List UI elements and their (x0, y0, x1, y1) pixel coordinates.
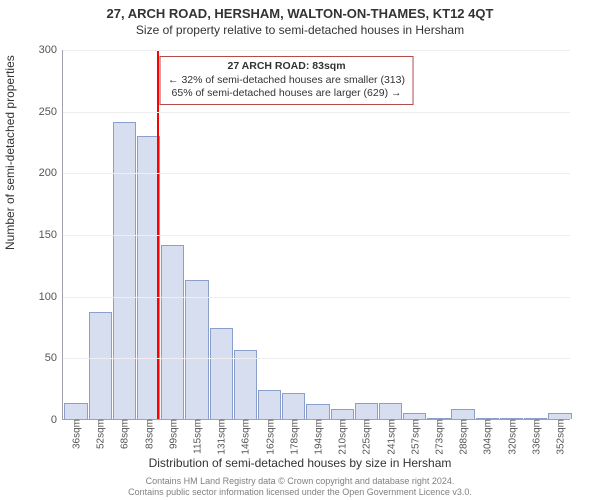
histogram-bar (161, 245, 184, 419)
gridline (63, 358, 570, 359)
histogram-bar (210, 328, 233, 419)
chart-subtitle: Size of property relative to semi-detach… (0, 21, 600, 37)
x-tick-label: 225sqm (358, 419, 373, 455)
chart-root: 27, ARCH ROAD, HERSHAM, WALTON-ON-THAMES… (0, 0, 600, 500)
annotation-larger: 65% of semi-detached houses are larger (… (168, 87, 405, 101)
annotation-title: 27 ARCH ROAD: 83sqm (168, 60, 405, 74)
histogram-bar (282, 393, 305, 419)
x-tick-label: 241sqm (382, 419, 397, 455)
histogram-bar (258, 390, 281, 419)
y-axis-label: Number of semi-detached properties (3, 55, 17, 250)
histogram-bar (306, 404, 329, 419)
histogram-bar (113, 122, 136, 419)
annotation-smaller: ← 32% of semi-detached houses are smalle… (168, 74, 405, 88)
x-tick-label: 257sqm (406, 419, 421, 455)
gridline (63, 235, 570, 236)
x-tick-label: 273sqm (430, 419, 445, 455)
y-tick-label: 50 (45, 352, 63, 364)
x-tick-label: 162sqm (261, 419, 276, 455)
histogram-bar (64, 403, 87, 419)
plot-area: 27 ARCH ROAD: 83sqm ← 32% of semi-detach… (62, 50, 570, 420)
x-tick-label: 210sqm (334, 419, 349, 455)
x-tick-label: 52sqm (92, 419, 107, 449)
histogram-bar (355, 403, 378, 419)
histogram-bar (451, 409, 474, 419)
caption-line-2: Contains public sector information licen… (0, 487, 600, 498)
annotation-box: 27 ARCH ROAD: 83sqm ← 32% of semi-detach… (159, 56, 414, 105)
x-tick-label: 99sqm (164, 419, 179, 449)
x-tick-label: 178sqm (285, 419, 300, 455)
gridline (63, 50, 570, 51)
x-tick-label: 68sqm (116, 419, 131, 449)
histogram-bar (379, 403, 402, 419)
x-tick-label: 83sqm (140, 419, 155, 449)
x-axis-label: Distribution of semi-detached houses by … (0, 456, 600, 470)
x-tick-label: 194sqm (310, 419, 325, 455)
histogram-bar (185, 280, 208, 419)
y-tick-label: 100 (39, 291, 63, 303)
y-tick-label: 250 (39, 106, 63, 118)
x-tick-label: 352sqm (551, 419, 566, 455)
footer-caption: Contains HM Land Registry data © Crown c… (0, 476, 600, 499)
histogram-bar (234, 350, 257, 419)
y-tick-label: 0 (51, 414, 63, 426)
gridline (63, 112, 570, 113)
y-tick-label: 150 (39, 229, 63, 241)
histogram-bar (89, 312, 112, 419)
x-tick-label: 146sqm (237, 419, 252, 455)
histogram-bar (331, 409, 354, 419)
gridline (63, 173, 570, 174)
x-tick-label: 320sqm (503, 419, 518, 455)
caption-line-1: Contains HM Land Registry data © Crown c… (0, 476, 600, 487)
x-tick-label: 131sqm (213, 419, 228, 455)
gridline (63, 297, 570, 298)
x-tick-label: 304sqm (479, 419, 494, 455)
plot-frame: 27 ARCH ROAD: 83sqm ← 32% of semi-detach… (62, 50, 570, 420)
x-tick-label: 336sqm (527, 419, 542, 455)
y-tick-label: 300 (39, 44, 63, 56)
x-tick-label: 36sqm (68, 419, 83, 449)
chart-title: 27, ARCH ROAD, HERSHAM, WALTON-ON-THAMES… (0, 0, 600, 21)
x-tick-label: 288sqm (455, 419, 470, 455)
y-tick-label: 200 (39, 167, 63, 179)
x-tick-label: 115sqm (189, 419, 204, 454)
